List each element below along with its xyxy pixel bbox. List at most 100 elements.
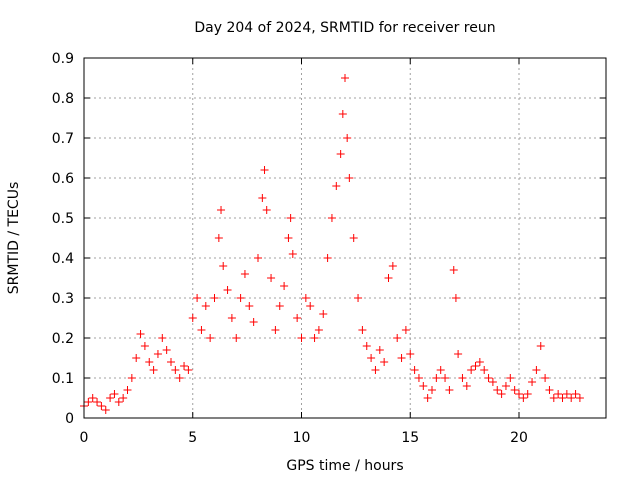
data-point bbox=[88, 394, 97, 402]
data-point bbox=[445, 386, 454, 394]
data-point bbox=[441, 374, 450, 382]
data-point bbox=[523, 390, 532, 398]
data-point bbox=[349, 234, 358, 242]
data-point bbox=[219, 262, 228, 270]
data-point bbox=[528, 378, 537, 386]
data-point bbox=[284, 234, 293, 242]
x-tick-label: 5 bbox=[188, 430, 197, 446]
data-point bbox=[297, 334, 306, 342]
data-point bbox=[471, 362, 480, 370]
y-tick-label: 0.9 bbox=[52, 51, 74, 67]
data-point bbox=[384, 274, 393, 282]
x-axis-label: GPS time / hours bbox=[286, 458, 403, 474]
data-point bbox=[167, 358, 175, 366]
data-point bbox=[175, 374, 184, 382]
data-point bbox=[536, 342, 545, 350]
data-point bbox=[123, 386, 132, 394]
data-point bbox=[501, 382, 510, 390]
data-point bbox=[367, 354, 376, 362]
data-point bbox=[306, 302, 315, 310]
y-tick-label: 0.4 bbox=[52, 251, 74, 267]
data-point bbox=[401, 326, 410, 334]
data-point bbox=[484, 374, 493, 382]
data-point bbox=[554, 390, 563, 398]
data-point bbox=[406, 350, 415, 358]
data-point bbox=[475, 358, 484, 366]
data-point bbox=[332, 182, 341, 190]
data-point bbox=[232, 334, 241, 342]
data-point bbox=[288, 250, 297, 258]
data-point bbox=[343, 134, 352, 142]
data-point bbox=[258, 194, 267, 202]
y-tick-label: 0.5 bbox=[52, 211, 74, 227]
data-point bbox=[575, 394, 584, 402]
data-point bbox=[162, 346, 171, 354]
data-point bbox=[206, 334, 215, 342]
data-point bbox=[93, 398, 102, 406]
data-point bbox=[145, 358, 154, 366]
data-point bbox=[227, 314, 236, 322]
data-point bbox=[336, 150, 345, 158]
data-point bbox=[140, 342, 149, 350]
y-tick-label: 0.8 bbox=[52, 91, 74, 107]
data-point bbox=[319, 310, 328, 318]
x-tick-label: 20 bbox=[510, 430, 528, 446]
data-point bbox=[388, 262, 397, 270]
data-point bbox=[549, 394, 558, 402]
data-point bbox=[260, 166, 269, 174]
data-point bbox=[110, 390, 119, 398]
data-point bbox=[428, 386, 436, 394]
data-point bbox=[201, 302, 210, 310]
data-point bbox=[397, 354, 406, 362]
data-point bbox=[197, 326, 206, 334]
data-point bbox=[510, 386, 519, 394]
data-point bbox=[451, 294, 460, 302]
data-point bbox=[249, 318, 258, 326]
y-axis-label: SRMTID / TECUs bbox=[6, 182, 22, 295]
data-point bbox=[449, 266, 458, 274]
data-point bbox=[132, 354, 141, 362]
y-tick-label: 0.6 bbox=[52, 171, 74, 187]
data-point bbox=[240, 270, 249, 278]
data-point bbox=[419, 382, 428, 390]
data-point bbox=[119, 394, 128, 402]
x-tick-label: 15 bbox=[401, 430, 419, 446]
data-point bbox=[532, 366, 541, 374]
data-point bbox=[393, 334, 402, 342]
data-point bbox=[436, 366, 445, 374]
plot-frame bbox=[83, 57, 607, 419]
data-point bbox=[275, 302, 284, 310]
data-point bbox=[467, 366, 476, 374]
x-tick-label: 0 bbox=[80, 430, 89, 446]
data-point bbox=[358, 326, 367, 334]
data-point bbox=[462, 382, 471, 390]
data-point bbox=[193, 294, 202, 302]
data-point bbox=[267, 274, 276, 282]
data-point bbox=[414, 374, 423, 382]
data-point bbox=[84, 398, 93, 406]
data-point bbox=[153, 350, 162, 358]
data-point bbox=[262, 206, 271, 214]
data-point bbox=[371, 366, 380, 374]
data-point bbox=[314, 326, 323, 334]
data-point bbox=[541, 374, 550, 382]
data-point bbox=[567, 394, 576, 402]
data-point bbox=[188, 314, 197, 322]
data-point bbox=[171, 366, 180, 374]
data-point bbox=[271, 326, 280, 334]
data-point bbox=[293, 314, 302, 322]
data-point bbox=[562, 390, 571, 398]
x-tick-label: 10 bbox=[293, 430, 311, 446]
data-point bbox=[310, 334, 319, 342]
data-points bbox=[80, 74, 584, 414]
data-point bbox=[545, 386, 554, 394]
y-tick-label: 0 bbox=[65, 411, 74, 427]
chart-title: Day 204 of 2024, SRMTID for receiver reu… bbox=[194, 20, 495, 36]
data-point bbox=[410, 366, 419, 374]
data-point bbox=[217, 206, 226, 214]
data-point bbox=[458, 374, 467, 382]
data-point bbox=[180, 362, 189, 370]
y-tick-label: 0.3 bbox=[52, 291, 74, 307]
data-point bbox=[127, 374, 136, 382]
